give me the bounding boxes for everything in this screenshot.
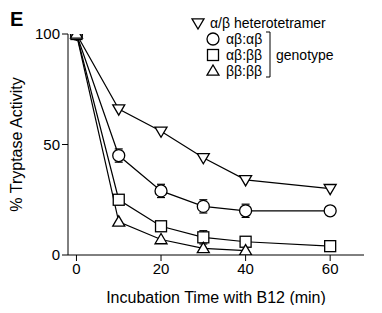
svg-text:100: 100	[35, 25, 60, 42]
html-text:αβ:ββ: αβ:ββ	[226, 47, 263, 63]
html-text:genotype: genotype	[276, 47, 334, 63]
svg-text:40: 40	[237, 260, 254, 277]
html-text:E: E	[10, 8, 24, 30]
svg-text:% Tryptase Activity: % Tryptase Activity	[8, 77, 25, 211]
html-text:αβ:αβ: αβ:αβ	[226, 31, 263, 47]
svg-text:50: 50	[43, 136, 60, 153]
html-text:α/β heterotetramer: α/β heterotetramer	[210, 15, 326, 31]
svg-text:0: 0	[52, 246, 60, 263]
svg-text:0: 0	[72, 260, 80, 277]
html-text:ββ:ββ: ββ:ββ	[226, 63, 263, 79]
svg-text:20: 20	[153, 260, 170, 277]
svg-text:60: 60	[322, 260, 339, 277]
svg-text:Incubation Time with B12 (min): Incubation Time with B12 (min)	[106, 289, 326, 305]
